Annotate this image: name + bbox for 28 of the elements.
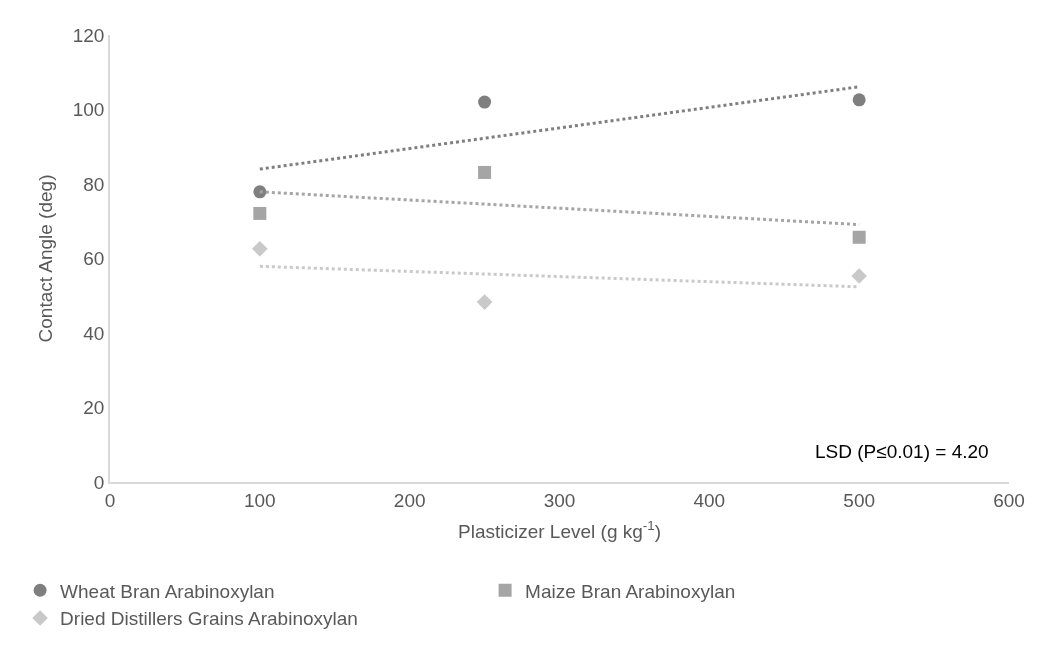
legend-label: Maize Bran Arabinoxylan bbox=[525, 580, 736, 602]
point bbox=[253, 206, 267, 220]
point bbox=[852, 93, 866, 107]
point bbox=[851, 268, 867, 284]
x-axis-title: Plasticizer Level (g kg$^{-1}$) bbox=[458, 517, 661, 542]
x-tick-label: 400 bbox=[693, 489, 726, 511]
point bbox=[253, 185, 267, 199]
y-tick-label: 60 bbox=[83, 248, 105, 270]
x-tick-label: 600 bbox=[993, 489, 1025, 511]
x-tick-label: 300 bbox=[543, 489, 576, 511]
x-tick-label: 200 bbox=[393, 489, 426, 511]
y-axis-title: Contact Angle (deg) bbox=[35, 174, 57, 343]
legend-label: Dried Distillers Grains Arabinoxylan bbox=[60, 608, 358, 630]
y-tick-label: 100 bbox=[72, 99, 105, 121]
point bbox=[476, 294, 493, 310]
y-tick-label: 0 bbox=[93, 471, 105, 493]
annotation: LSD (P≤0.01) = 4.20 bbox=[815, 441, 989, 462]
y-tick-label: 80 bbox=[83, 173, 105, 195]
point bbox=[252, 241, 268, 257]
y-tick-label: 20 bbox=[83, 397, 105, 419]
point bbox=[478, 165, 492, 179]
point bbox=[852, 230, 866, 244]
x-tick-label: 500 bbox=[843, 489, 876, 511]
y-tick-label: 40 bbox=[83, 322, 105, 344]
point bbox=[478, 95, 492, 109]
legend-label: Wheat Bran Arabinoxylan bbox=[60, 580, 275, 602]
x-tick-label: 100 bbox=[243, 489, 276, 511]
y-tick-label: 120 bbox=[72, 24, 105, 46]
